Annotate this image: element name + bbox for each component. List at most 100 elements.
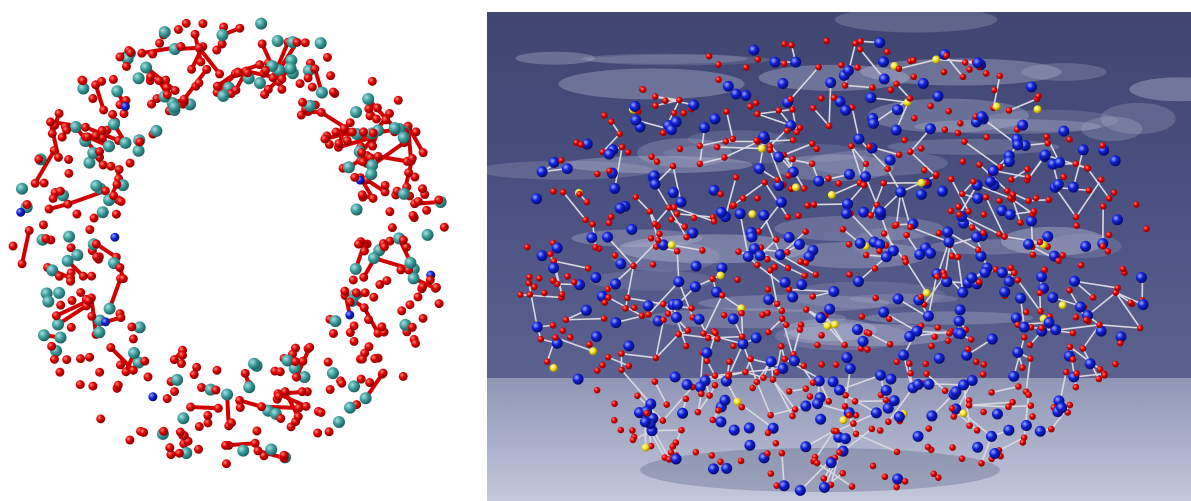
atom [780,60,788,67]
atom [716,262,728,274]
atom [976,161,983,168]
atom [351,288,361,298]
atom [659,417,667,424]
atom [358,127,368,137]
atom [871,264,879,272]
atom [742,368,749,376]
atom [996,72,1004,80]
atom [439,222,449,232]
bond [904,257,928,294]
atom [773,482,781,489]
atom [646,208,654,215]
bond [555,336,594,352]
atom [901,478,909,485]
atom [717,458,724,466]
atom [684,327,692,334]
atom [832,361,840,369]
atom [364,315,374,325]
atom [226,418,236,428]
atom [404,256,417,269]
atom [742,64,750,71]
atom [154,76,164,86]
atom [99,105,109,115]
atom [303,73,313,83]
atom [716,271,725,280]
atom [1136,324,1144,332]
atom [825,397,833,405]
atom [667,449,675,456]
atom [775,196,787,208]
atom [418,313,428,323]
atom [407,322,417,332]
atom [1058,125,1070,137]
atom [892,473,904,485]
atom [119,136,132,149]
atom [611,252,619,259]
atom [788,355,800,367]
atom [774,176,781,184]
atom [1066,343,1074,351]
atom [558,291,566,298]
atom [980,408,987,416]
atom [255,17,268,30]
atom [116,196,126,206]
bond [756,381,772,416]
atom [407,272,420,285]
atom [345,118,355,128]
atom [928,342,935,350]
atom [966,66,973,73]
atom [949,444,956,451]
atom [982,193,990,201]
atom [326,367,339,380]
bond [1086,167,1110,199]
atom [648,153,655,161]
atom [108,74,118,84]
atom [681,379,693,391]
atom [935,474,942,481]
cloud [698,294,890,312]
bond [779,253,817,276]
atom [551,242,563,254]
atom [356,374,366,384]
atom [983,133,990,141]
atom [758,131,770,143]
atom [1066,136,1073,143]
atom [854,64,861,71]
atom [652,102,659,109]
atom [215,69,225,79]
atom [194,422,204,432]
atom [708,184,720,196]
atom [1110,189,1118,196]
atom [986,430,998,442]
atom [972,441,984,453]
atom [804,202,811,209]
atom [328,87,338,97]
atom [103,302,116,315]
atom [310,64,320,74]
atom [778,480,790,492]
atom [954,129,962,137]
atom [1143,225,1150,233]
atom [932,90,944,102]
atom [359,303,369,313]
atom [590,272,602,284]
atom [764,286,772,293]
atom [694,408,702,416]
atom [535,275,543,282]
atom [577,141,585,148]
atom [970,178,977,185]
atom [268,73,278,83]
atom [881,473,889,481]
atom [907,223,914,231]
atom [1080,240,1092,252]
atom [690,260,702,272]
atom [730,342,737,350]
atom [858,313,866,320]
atom [111,209,121,219]
bond [927,273,938,317]
cloud [637,138,732,168]
atom [842,391,850,399]
atom [1089,294,1097,301]
atom [753,137,760,144]
atom [411,338,421,348]
